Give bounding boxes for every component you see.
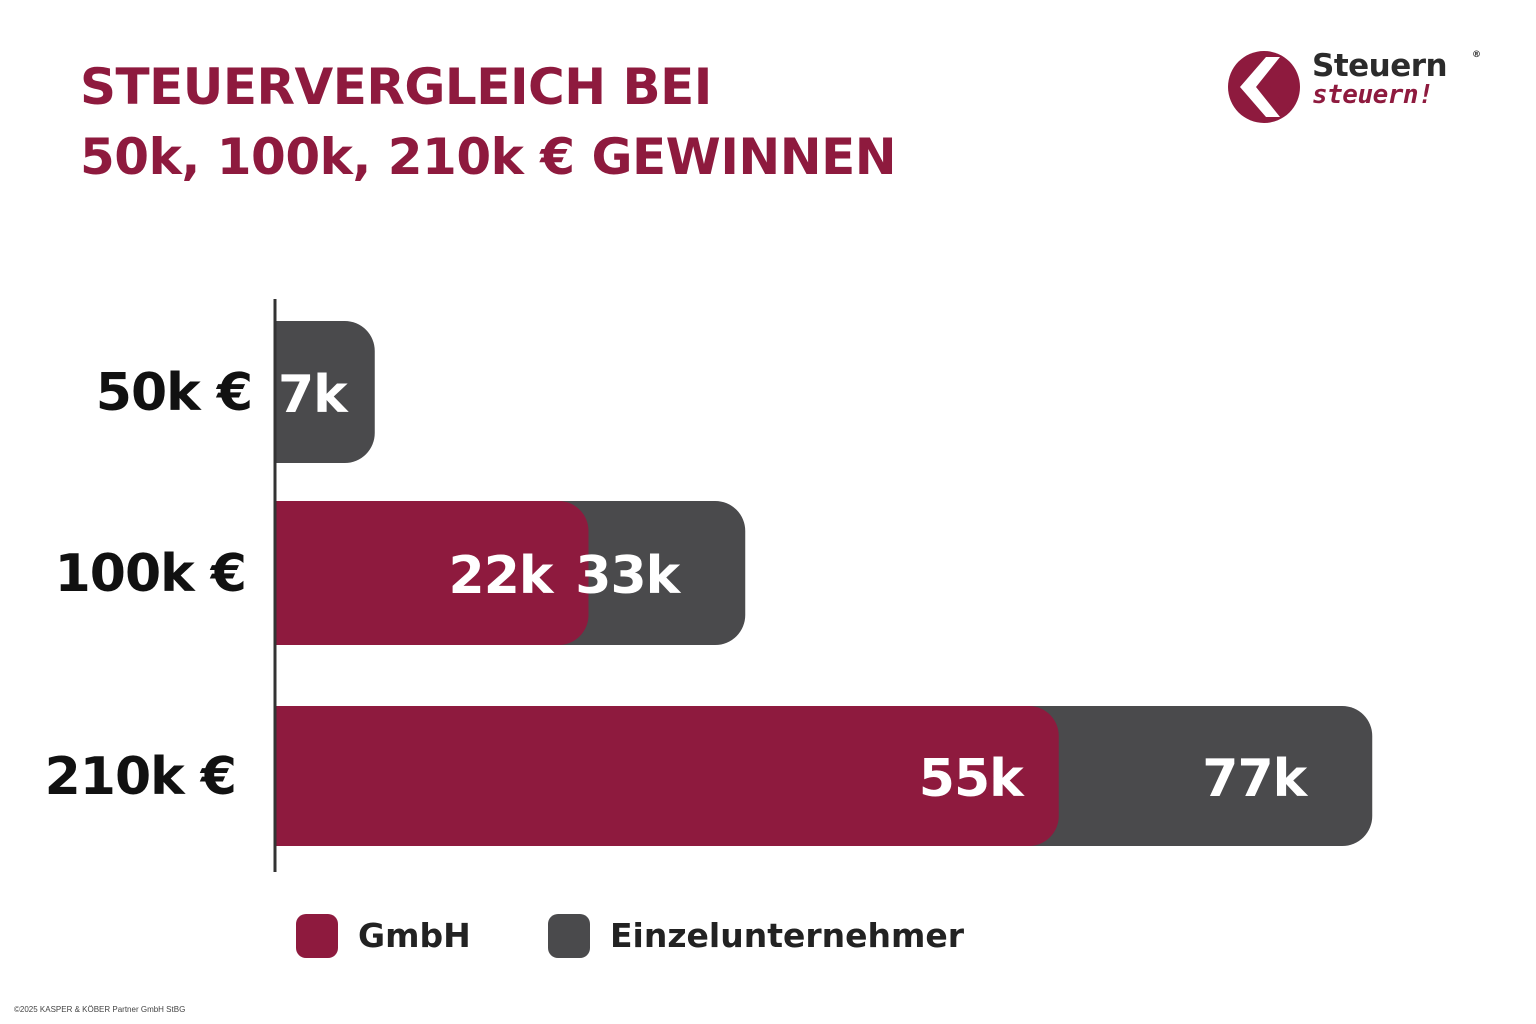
- data-label-gmbh: 55k: [919, 749, 1025, 809]
- bar-einzelunternehmer: [275, 321, 375, 463]
- data-label-gmbh: 22k: [449, 546, 555, 606]
- legend-swatch-gmbh: [296, 914, 338, 958]
- bar-gmbh: [275, 706, 1059, 846]
- legend-label-einzelunternehmer: Einzelunternehmer: [610, 916, 965, 955]
- category-label: 100k €: [55, 544, 246, 604]
- chart-title: STEUERVERGLEICH BEI 50k, 100k, 210k € GE…: [80, 52, 897, 192]
- category-label: 210k €: [45, 747, 236, 807]
- logo-registered-mark: ®: [1472, 50, 1481, 60]
- data-label-einzelunternehmer: 33k: [575, 546, 681, 606]
- logo-text-top: Steuern: [1312, 48, 1448, 84]
- title-line-1: STEUERVERGLEICH BEI: [80, 58, 712, 116]
- copyright-footer: ©2025 KASPER & KÖBER Partner GmbH StBG: [14, 1005, 186, 1014]
- brand-logo: Steuern ® steuern!: [1226, 48, 1486, 126]
- logo-text-bottom: steuern!: [1312, 80, 1434, 110]
- data-label-einzelunternehmer: 7k: [278, 365, 349, 425]
- bar-gmbh: [275, 501, 589, 645]
- category-label: 50k €: [96, 363, 252, 423]
- legend-label-gmbh: GmbH: [358, 916, 471, 955]
- title-line-2: 50k, 100k, 210k € GEWINNEN: [80, 128, 897, 186]
- legend-swatch-einzelunternehmer: [548, 914, 590, 958]
- data-label-einzelunternehmer: 77k: [1202, 749, 1308, 809]
- logo-mark-icon: [1228, 51, 1300, 123]
